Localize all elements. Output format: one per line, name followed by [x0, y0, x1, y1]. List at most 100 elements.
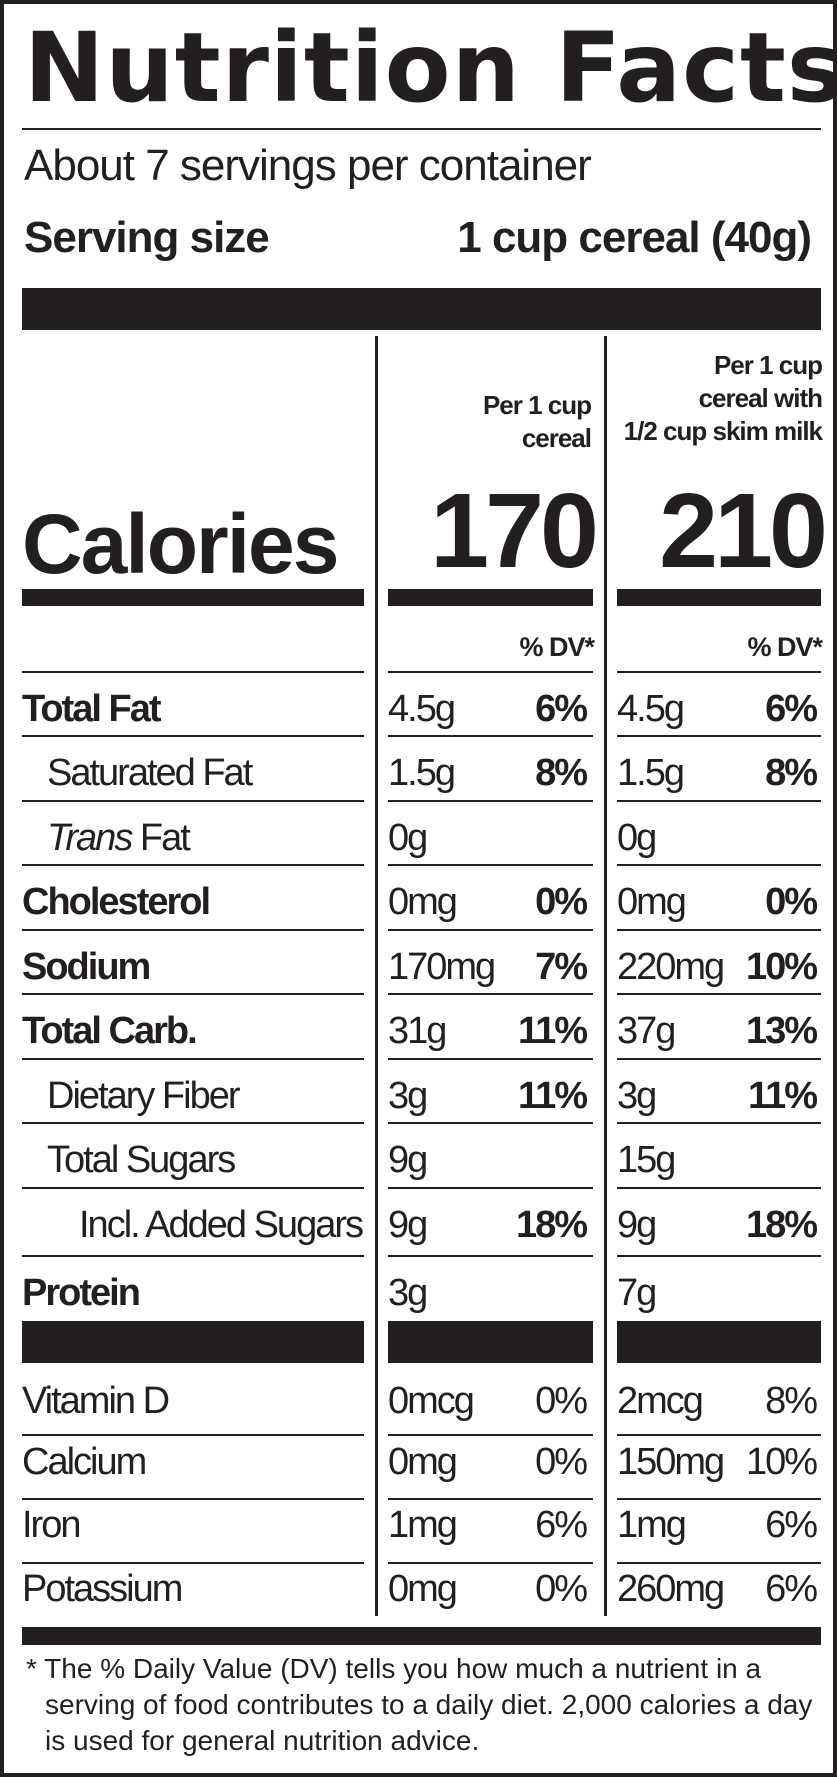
row-divider: [617, 671, 821, 673]
row-divider: [22, 735, 364, 737]
row-divider: [388, 864, 593, 866]
col1-amount: 31g: [388, 1010, 447, 1052]
dv-header-col2: % DV*: [747, 632, 823, 662]
col2-dv: 6%: [765, 1568, 818, 1610]
col2-header-line: Per 1 cup: [713, 350, 823, 380]
row-divider: [617, 1434, 821, 1436]
row-divider: [22, 1434, 364, 1436]
col1-dv: 7%: [535, 946, 588, 988]
nutrient-label: Cholesterol: [22, 881, 211, 923]
nutrient-label: Total Fat: [22, 688, 162, 730]
calories-bar-3: [617, 589, 821, 606]
row-divider: [617, 1498, 821, 1500]
col2-amount: 1mg: [617, 1504, 687, 1546]
vitamin-label: Potassium: [22, 1568, 183, 1610]
nutrient-label: Protein: [22, 1272, 141, 1314]
col2-amount: 15g: [617, 1139, 676, 1181]
col2-dv: 6%: [765, 1504, 818, 1546]
col1-dv: 0%: [535, 1380, 588, 1422]
row-divider: [388, 800, 593, 802]
col2-amount: 0g: [617, 817, 657, 859]
col2-header-line: 1/2 cup skim milk: [623, 416, 823, 446]
col1-dv: 0%: [535, 1568, 588, 1610]
row-divider: [617, 993, 821, 995]
col2-header-line: cereal with: [698, 383, 823, 413]
nutrient-label: Saturated Fat: [47, 752, 253, 794]
col1-header-line: cereal: [521, 423, 592, 453]
row-divider: [388, 1434, 593, 1436]
row-divider: [617, 1187, 821, 1189]
col1-dv: 8%: [535, 752, 588, 794]
trans-label-rest: Fat: [131, 817, 191, 859]
row-divider: [22, 1122, 364, 1124]
footnote-divider: [22, 1627, 821, 1645]
vitamin-label: Vitamin D: [22, 1380, 170, 1422]
serving-size-label: Serving size: [24, 213, 270, 262]
row-divider: [22, 864, 364, 866]
col2-amount: 2mcg: [617, 1380, 704, 1422]
col2-amount: 4.5g: [617, 688, 685, 730]
row-divider: [22, 929, 364, 931]
col1-header-line: Per 1 cup: [482, 390, 592, 420]
col2-dv: 11%: [748, 1075, 818, 1117]
vitamin-label: Calcium: [22, 1441, 147, 1483]
row-divider: [22, 1187, 364, 1189]
row-divider: [22, 671, 364, 673]
col1-dv: 11%: [518, 1075, 588, 1117]
servings-per-container: About 7 servings per container: [24, 141, 592, 190]
col2-dv: 6%: [765, 688, 818, 730]
col1-dv: 0%: [535, 881, 588, 923]
col1-dv: 11%: [518, 1010, 588, 1052]
title-divider: [22, 128, 821, 130]
nutrient-label: Incl. Added Sugars: [79, 1204, 364, 1246]
row-divider: [22, 993, 364, 995]
nutrient-label: Sodium: [22, 946, 151, 988]
col2-amount: 7g: [617, 1272, 657, 1314]
col1-dv: 0%: [535, 1441, 588, 1483]
col1-amount: 1mg: [388, 1504, 458, 1546]
row-divider: [617, 864, 821, 866]
col2-dv: 8%: [765, 1380, 818, 1422]
col2-dv: 13%: [745, 1010, 818, 1052]
row-divider: [617, 929, 821, 931]
calories-bar-2: [388, 589, 593, 606]
col1-dv: 6%: [535, 688, 588, 730]
thick-divider-top: [22, 288, 821, 330]
col1-header: Per 1 cup cereal: [389, 389, 592, 455]
row-divider: [617, 735, 821, 737]
vitamin-divider-bar-1: [22, 1321, 364, 1363]
col2-dv: 0%: [765, 881, 818, 923]
vitamin-divider-bar-2: [388, 1321, 593, 1363]
calories-bar-1: [22, 589, 364, 606]
footnote: * The % Daily Value (DV) tells you how m…: [26, 1651, 826, 1759]
col2-header: Per 1 cup cereal with 1/2 cup skim milk: [614, 349, 823, 448]
row-divider: [617, 800, 821, 802]
nutrient-label: Trans Fat: [47, 814, 191, 862]
col2-amount: 9g: [617, 1204, 657, 1246]
col1-amount: 170mg: [388, 946, 496, 988]
col2-dv: 8%: [765, 752, 818, 794]
row-divider: [22, 1255, 364, 1257]
col2-amount: 220mg: [617, 946, 725, 988]
col1-amount: 9g: [388, 1139, 428, 1181]
row-divider: [22, 1498, 364, 1500]
row-divider: [617, 1255, 821, 1257]
col1-amount: 0mg: [388, 1441, 458, 1483]
col1-amount: 9g: [388, 1204, 428, 1246]
calories-col1: 170: [430, 472, 599, 590]
trans-emphasis: Trans: [47, 817, 133, 859]
column-divider-1: [375, 336, 378, 1616]
calories-col2: 210: [659, 472, 828, 590]
nutrient-label: Total Sugars: [47, 1139, 236, 1181]
nutrient-label: Dietary Fiber: [47, 1075, 240, 1117]
dv-header-col1: % DV*: [519, 632, 595, 662]
calories-label: Calories: [22, 497, 339, 591]
row-divider: [22, 1058, 364, 1060]
row-divider: [388, 1498, 593, 1500]
nutrient-label: Total Carb.: [22, 1010, 198, 1052]
col1-dv: 18%: [515, 1204, 588, 1246]
footnote-line: * The % Daily Value (DV) tells you how m…: [26, 1653, 762, 1684]
col2-amount: 150mg: [617, 1441, 725, 1483]
col1-amount: 0mg: [388, 1568, 458, 1610]
